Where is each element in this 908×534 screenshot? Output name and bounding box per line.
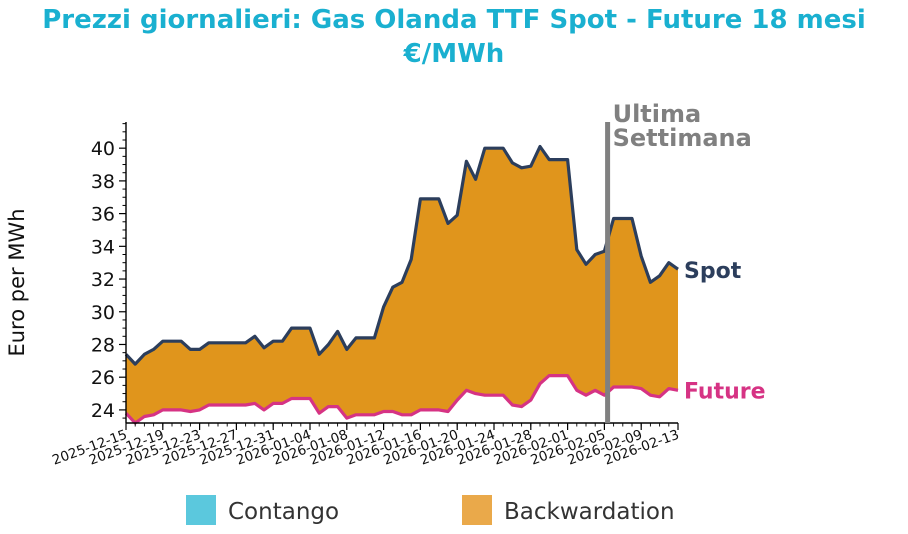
y-tick-label: 34 bbox=[91, 236, 115, 258]
series-line-spot bbox=[124, 144, 679, 366]
y-tick-label: 24 bbox=[91, 400, 115, 422]
chart-title-line1: Prezzi giornalieri: Gas Olanda TTF Spot … bbox=[42, 5, 866, 35]
y-tick-label: 40 bbox=[91, 138, 115, 160]
legend-label-backwardation: Backwardation bbox=[504, 499, 675, 525]
y-tick-label: 28 bbox=[91, 334, 115, 356]
y-tick-label: 38 bbox=[91, 171, 115, 193]
y-tick-label: 26 bbox=[91, 367, 115, 389]
y-tick-label: 30 bbox=[91, 302, 115, 324]
legend-swatch-contango bbox=[186, 495, 216, 525]
last-week-label-line1: Ultima bbox=[613, 100, 702, 128]
chart-title-line2: €/MWh bbox=[403, 39, 505, 69]
legend-label-contango: Contango bbox=[228, 499, 339, 525]
y-axis-label: Euro per MWh bbox=[5, 208, 29, 356]
y-tick-label: 32 bbox=[91, 269, 115, 291]
y-tick-label: 36 bbox=[91, 204, 115, 226]
series-line-future bbox=[124, 374, 679, 425]
last-week-label-line2: Settimana bbox=[613, 124, 752, 152]
series-label-future: Future bbox=[684, 379, 766, 404]
series-label-spot: Spot bbox=[684, 259, 742, 284]
backwardation-fill bbox=[126, 146, 678, 423]
legend-swatch-backwardation bbox=[462, 495, 492, 525]
